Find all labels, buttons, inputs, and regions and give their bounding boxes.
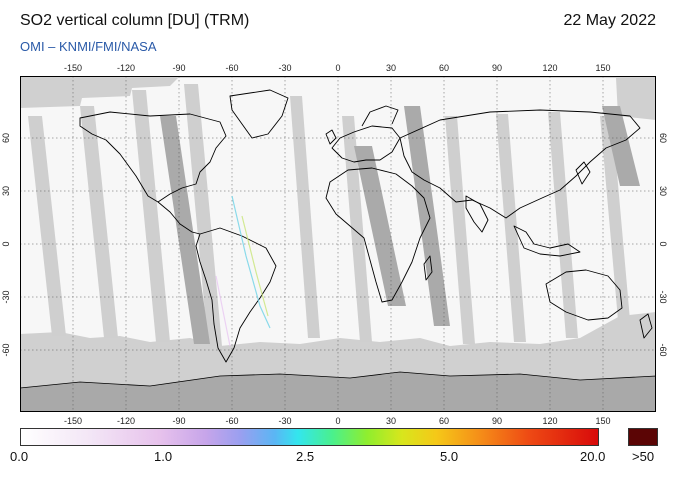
- lon-tick-bottom: 120: [542, 416, 558, 426]
- lon-tick-top: 0: [335, 63, 341, 73]
- lon-tick-bottom: -90: [172, 416, 186, 426]
- lat-tick-right: -60: [658, 343, 668, 357]
- colorbar: [20, 428, 599, 446]
- lon-tick-top: 90: [491, 63, 503, 73]
- lon-tick-top: -30: [278, 63, 292, 73]
- lon-tick-top: -120: [116, 63, 136, 73]
- graticule: [20, 76, 656, 412]
- shaded-swaths: [160, 106, 640, 344]
- so2-world-map: [20, 76, 656, 412]
- lat-tick-right: 30: [658, 185, 668, 197]
- swath-gaps: [28, 84, 630, 346]
- lon-tick-top: -90: [172, 63, 186, 73]
- lon-tick-bottom: 60: [438, 416, 450, 426]
- lon-tick-top: 120: [542, 63, 558, 73]
- lat-tick-left: 30: [1, 185, 11, 197]
- colorbar-overflow-swatch: [628, 428, 658, 446]
- lon-tick-top: -60: [225, 63, 239, 73]
- colorbar-overflow-label: >50: [632, 449, 655, 464]
- so2-trace: [215, 195, 271, 347]
- map-date: 22 May 2022: [563, 12, 656, 29]
- lat-tick-right: 0: [658, 241, 668, 247]
- lon-tick-bottom: 30: [385, 416, 397, 426]
- map-title: SO2 vertical column [DU] (TRM): [20, 12, 250, 29]
- lat-tick-right: 60: [658, 132, 668, 144]
- lon-tick-bottom: 150: [595, 416, 611, 426]
- lat-tick-left: -60: [1, 343, 11, 357]
- lon-tick-top: 150: [595, 63, 611, 73]
- lon-tick-top: 30: [385, 63, 397, 73]
- lon-tick-top: -150: [63, 63, 83, 73]
- lon-tick-top: 60: [438, 63, 450, 73]
- lon-tick-bottom: -30: [278, 416, 292, 426]
- lat-tick-right: -30: [658, 290, 668, 304]
- lon-tick-bottom: -60: [225, 416, 239, 426]
- colorbar-label: 5.0: [440, 449, 459, 464]
- lon-tick-bottom: 0: [335, 416, 341, 426]
- lon-tick-bottom: -120: [116, 416, 136, 426]
- lon-tick-bottom: -150: [63, 416, 83, 426]
- colorbar-label: 2.5: [296, 449, 315, 464]
- lat-tick-left: 60: [1, 132, 11, 144]
- lon-tick-bottom: 90: [491, 416, 503, 426]
- coastlines: [79, 89, 653, 363]
- lat-tick-left: -30: [1, 290, 11, 304]
- colorbar-label: 0.0: [10, 449, 29, 464]
- colorbar-label: 20.0: [580, 449, 606, 464]
- lat-tick-left: 0: [1, 241, 11, 247]
- colorbar-label: 1.0: [154, 449, 173, 464]
- map-subtitle: OMI – KNMI/FMI/NASA: [20, 39, 157, 54]
